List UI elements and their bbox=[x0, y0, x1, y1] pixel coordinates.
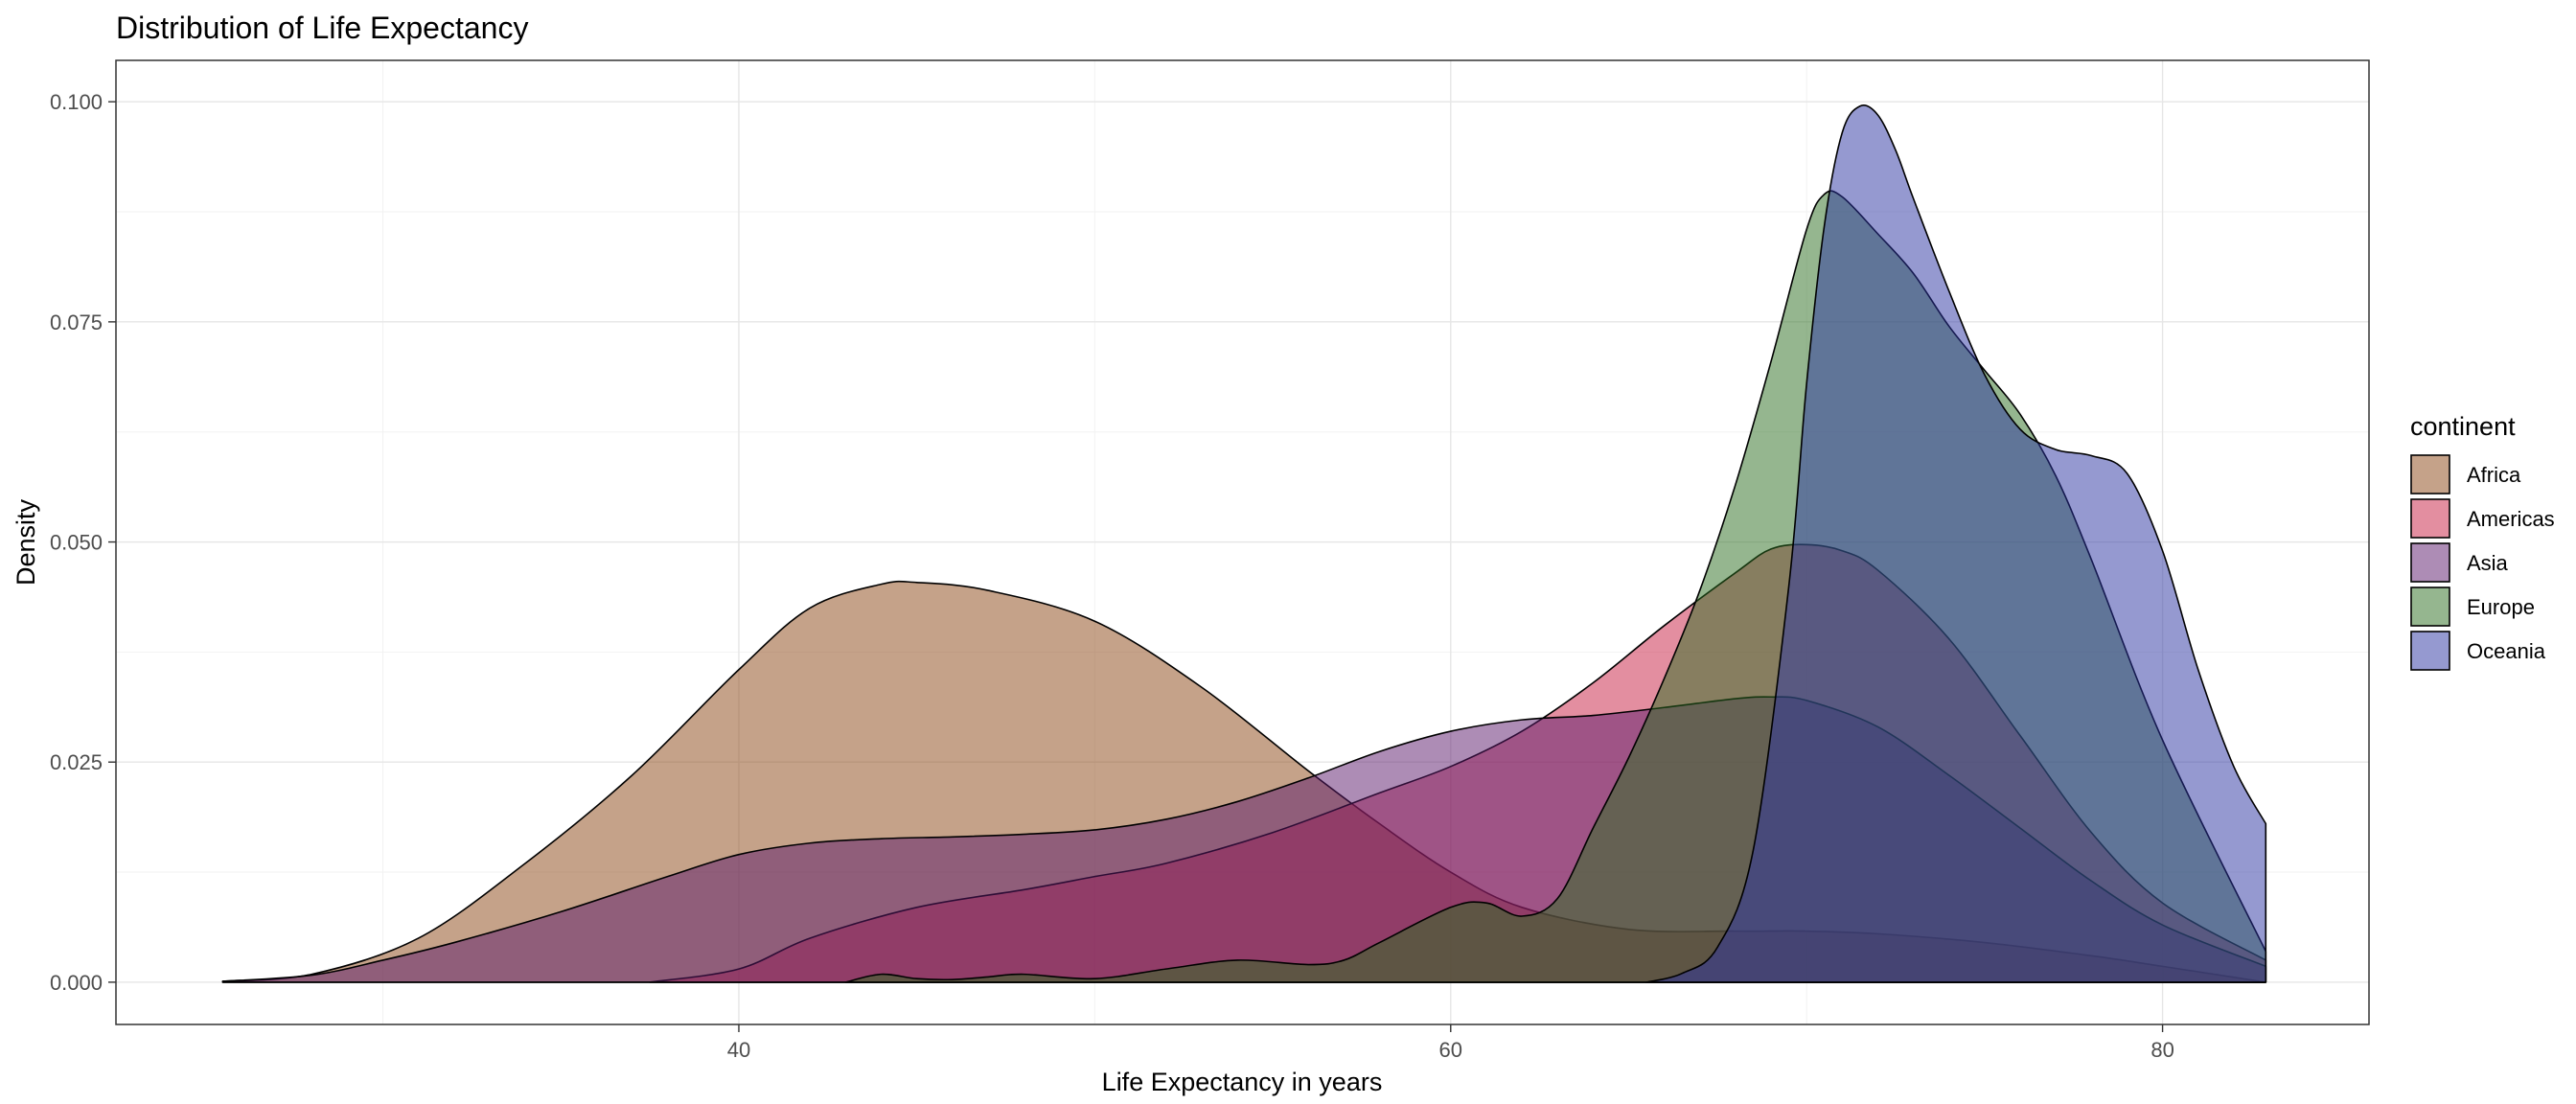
x-axis-title: Life Expectancy in years bbox=[1102, 1068, 1383, 1096]
density-areas bbox=[221, 104, 2267, 983]
y-axis-title: Density bbox=[12, 498, 40, 586]
legend: continent Africa Americas Asia Europe Oceani… bbox=[2410, 412, 2555, 671]
legend-title: continent bbox=[2410, 412, 2516, 441]
legend-label-asia: Asia bbox=[2467, 551, 2509, 575]
legend-key-asia bbox=[2410, 542, 2450, 583]
legend-label-africa: Africa bbox=[2467, 463, 2521, 487]
legend-label-oceania: Oceania bbox=[2467, 639, 2546, 663]
x-tick-label: 60 bbox=[1439, 1038, 1462, 1062]
y-tick-label: 0.100 bbox=[50, 90, 103, 114]
legend-key-africa bbox=[2410, 454, 2450, 494]
y-tick-label: 0.075 bbox=[50, 310, 103, 334]
legend-label-americas: Americas bbox=[2467, 507, 2555, 531]
legend-key-americas bbox=[2410, 498, 2450, 539]
density-area-oceania bbox=[1645, 104, 2267, 983]
y-tick-label: 0.000 bbox=[50, 971, 103, 995]
y-tick-label: 0.025 bbox=[50, 750, 103, 774]
x-tick-label: 40 bbox=[727, 1038, 750, 1062]
chart-title: Distribution of Life Expectancy bbox=[116, 11, 528, 45]
y-tick-label: 0.050 bbox=[50, 531, 103, 555]
x-tick-label: 80 bbox=[2150, 1038, 2174, 1062]
legend-key-oceania bbox=[2410, 631, 2450, 671]
legend-key-europe bbox=[2410, 586, 2450, 627]
axes: 40 60 80 0.000 0.025 0.050 0.075 0.100 bbox=[50, 90, 2174, 1062]
legend-label-europe: Europe bbox=[2467, 595, 2535, 619]
